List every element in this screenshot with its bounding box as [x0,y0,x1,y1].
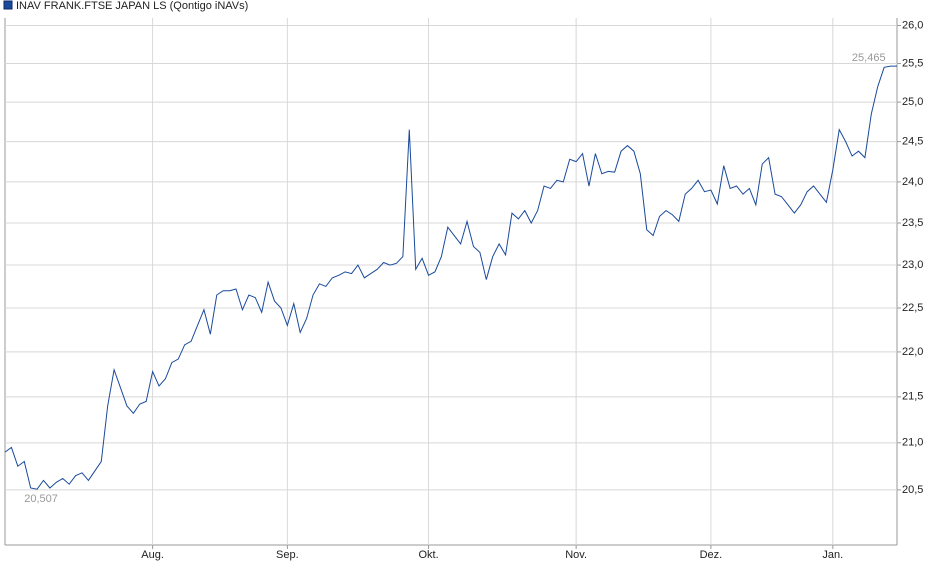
price-line [4,65,897,490]
y-tick-label: 26,0 [902,19,923,31]
x-tick-label: Jan. [822,549,843,561]
y-tick-label: 20,5 [902,484,923,496]
x-tick-label: Dez. [700,549,723,561]
legend-swatch [3,0,13,10]
y-tick-label: 22,0 [902,346,923,358]
y-tick-label: 23,5 [902,217,923,229]
min-label: 20,507 [24,493,58,505]
y-tick-label: 25,5 [902,57,923,69]
y-tick-label: 21,0 [902,437,923,449]
x-tick-label: Okt. [418,549,438,561]
max-label: 25,465 [852,52,886,64]
y-tick-label: 23,0 [902,259,923,271]
y-tick-label: 22,5 [902,302,923,314]
y-tick-label: 24,5 [902,136,923,148]
y-tick-label: 24,0 [902,176,923,188]
y-tick-label: 25,0 [902,96,923,108]
x-tick-label: Sep. [276,549,299,561]
y-tick-label: 21,5 [902,391,923,403]
legend-label: INAV FRANK.FTSE JAPAN LS (Qontigo iNAVs) [16,0,248,12]
x-tick-label: Aug. [141,549,164,561]
x-tick-label: Nov. [565,549,587,561]
